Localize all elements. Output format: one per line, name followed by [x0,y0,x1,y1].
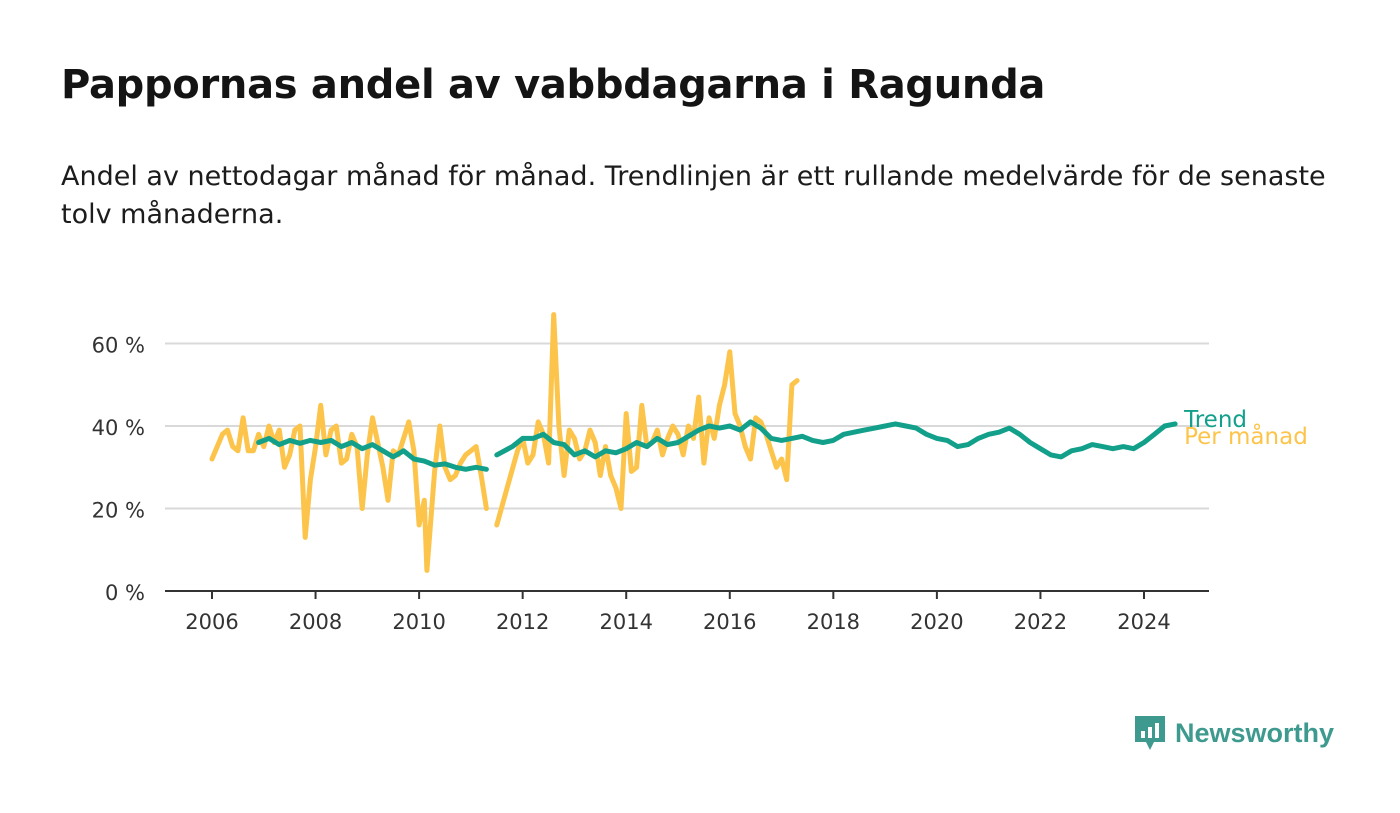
x-tick-label: 2020 [910,610,963,634]
x-tick-label: 2012 [496,610,549,634]
x-tick-label: 2018 [807,610,860,634]
x-tick-label: 2016 [703,610,756,634]
monthly-line-segment-2 [494,312,800,528]
newsworthy-logo-text: Newsworthy [1175,717,1335,748]
x-tick-label: 2014 [599,610,652,634]
y-tick-label: 0 % [105,581,145,605]
chart-subtitle: Andel av nettodagar månad för månad. Tre… [61,161,1326,230]
trend-series-label: Trend [1183,407,1247,433]
monthly-series-label: Per månad [1184,422,1308,450]
x-tick-label: 2006 [185,610,238,634]
x-tick-label: 2008 [289,610,342,634]
trend-line-segment-2 [494,419,1178,460]
newsworthy-logo-icon [1135,716,1165,750]
y-tick-label: 20 % [92,499,145,523]
monthly-line-segment-1 [209,402,489,573]
y-tick-label: 40 % [92,416,145,440]
x-tick-label: 2010 [392,610,445,634]
newsworthy-logo: Newsworthy [1133,714,1334,752]
x-tick-label: 2022 [1014,610,1067,634]
trend-line-segment-1 [256,435,489,472]
x-tick-label: 2024 [1117,610,1170,634]
chart-title: Pappornas andel av vabbdagarna i Ragunda [61,62,1046,108]
y-tick-label: 60 % [92,334,145,358]
